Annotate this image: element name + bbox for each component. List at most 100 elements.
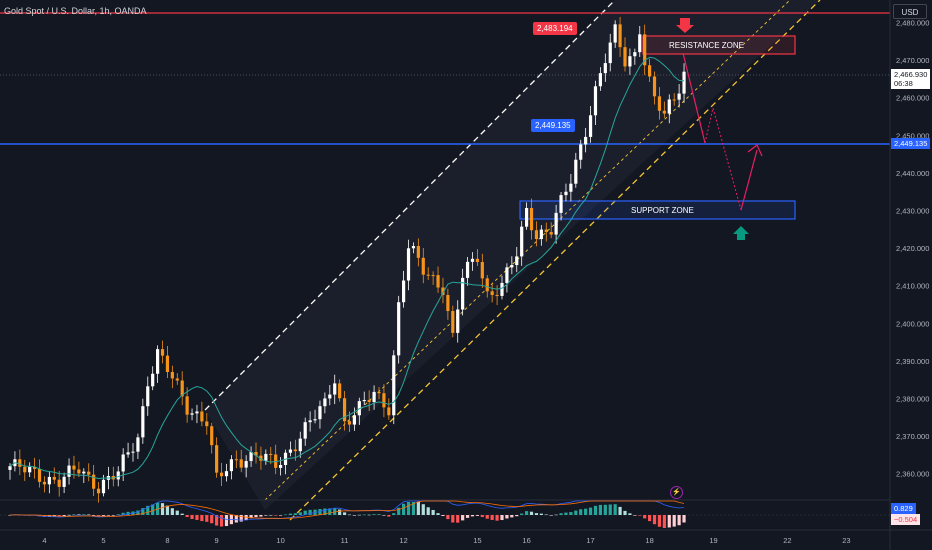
macd-bar [544, 514, 548, 516]
macd-bar [421, 504, 425, 515]
macd-bar [121, 512, 125, 515]
candle-body [588, 115, 593, 137]
candle-body [210, 426, 214, 446]
time-tick-label: 18 [645, 536, 653, 545]
support-zone[interactable] [519, 200, 796, 220]
macd-bar [643, 515, 647, 519]
macd-bar [72, 514, 76, 515]
price-tick-label: 2,420.000 [896, 244, 929, 253]
macd-bar [402, 503, 406, 515]
candle-body [495, 294, 499, 296]
macd-bar [249, 515, 253, 519]
macd-bar [372, 514, 376, 515]
macd-bar [111, 515, 115, 516]
time-tick-label: 11 [341, 536, 349, 545]
macd-bar [539, 513, 543, 515]
time-axis[interactable]: 4 5 8 9 10 11 12 15 16 17 18 19 22 23 [42, 536, 850, 545]
macd-bar [195, 515, 199, 520]
macd-bar [200, 515, 204, 522]
candle-body [264, 453, 268, 461]
candle-body [593, 86, 598, 116]
macd-bar [328, 508, 332, 515]
macd-bar [510, 515, 514, 518]
projection-up-arrowhead [747, 144, 763, 157]
macd-bar [377, 514, 381, 515]
macd-bar [677, 515, 681, 526]
currency-button[interactable]: USD [893, 4, 927, 19]
macd-bar [559, 513, 563, 515]
macd-bar [618, 506, 622, 515]
macd-bar [628, 513, 632, 515]
projection-up-path [740, 149, 758, 211]
candle-body [564, 191, 568, 196]
candle-body [490, 291, 494, 295]
macd-bar [485, 515, 489, 519]
price-tick-label: 2,440.000 [896, 169, 929, 178]
candle-body [406, 248, 411, 281]
symbol-title[interactable]: Gold Spot / U.S. Dollar, 1h, OANDA [4, 6, 147, 16]
macd-bar [397, 507, 401, 515]
price-axis[interactable]: 2,360.000 2,370.000 2,380.000 2,390.000 2,40… [896, 19, 929, 479]
candle-body [116, 471, 120, 480]
macd-bar [598, 504, 602, 515]
lightning-icon[interactable]: ⚡ [670, 486, 683, 499]
macd-bar [520, 513, 524, 515]
macd-value-tag: 0.829 [891, 503, 916, 514]
candle-body [165, 355, 170, 372]
candle-body [549, 232, 553, 235]
macd-bar [141, 508, 145, 515]
candle-body [574, 159, 578, 184]
candle-body [308, 420, 312, 423]
macd-bar [638, 515, 642, 516]
macd-bar [406, 502, 411, 515]
candle-body [584, 136, 588, 145]
price-tick-label: 2,430.000 [896, 207, 929, 216]
candle-body [72, 465, 76, 470]
macd-bar [382, 515, 386, 516]
macd-bar [470, 515, 475, 517]
macd-bar [175, 510, 179, 515]
macd-bar [293, 513, 297, 515]
candle-body [131, 451, 135, 453]
macd-bar [342, 512, 347, 515]
moving-average-line [9, 56, 685, 480]
candle-body [92, 474, 96, 489]
candle-body [234, 459, 238, 461]
candle-body [662, 110, 666, 114]
macd-bar [264, 515, 268, 516]
candle-body [195, 411, 199, 414]
candle-body [224, 471, 229, 477]
candle-body [347, 421, 352, 425]
candle-body [618, 24, 622, 48]
candle-body [190, 413, 194, 415]
macd-bar [623, 510, 627, 515]
candle-body [259, 455, 263, 461]
macd-bar [219, 515, 224, 527]
macd-bar [465, 515, 470, 518]
candle-body [402, 280, 406, 303]
candle-body [269, 453, 273, 455]
macd-bar [603, 504, 607, 515]
candle-body [480, 262, 484, 279]
candle-body [141, 406, 145, 438]
candle-body [377, 391, 381, 394]
macd-bar [431, 509, 435, 515]
candle-body [47, 476, 51, 485]
macd-bar [593, 505, 598, 515]
macd-bar [667, 515, 671, 528]
channel-fill [205, 0, 820, 510]
macd-bar [234, 515, 238, 523]
candle-body [254, 451, 258, 456]
time-tick-label: 8 [165, 536, 169, 545]
candle-body [461, 277, 465, 310]
macd-bar [564, 512, 568, 515]
candle-body [136, 437, 140, 452]
macd-bar [92, 515, 96, 516]
candle-body [382, 393, 386, 408]
candle-body [421, 257, 425, 275]
resistance-zone[interactable] [642, 35, 796, 55]
macd-bar [136, 510, 140, 515]
macd-bar [613, 504, 617, 515]
candle-body [416, 246, 420, 258]
